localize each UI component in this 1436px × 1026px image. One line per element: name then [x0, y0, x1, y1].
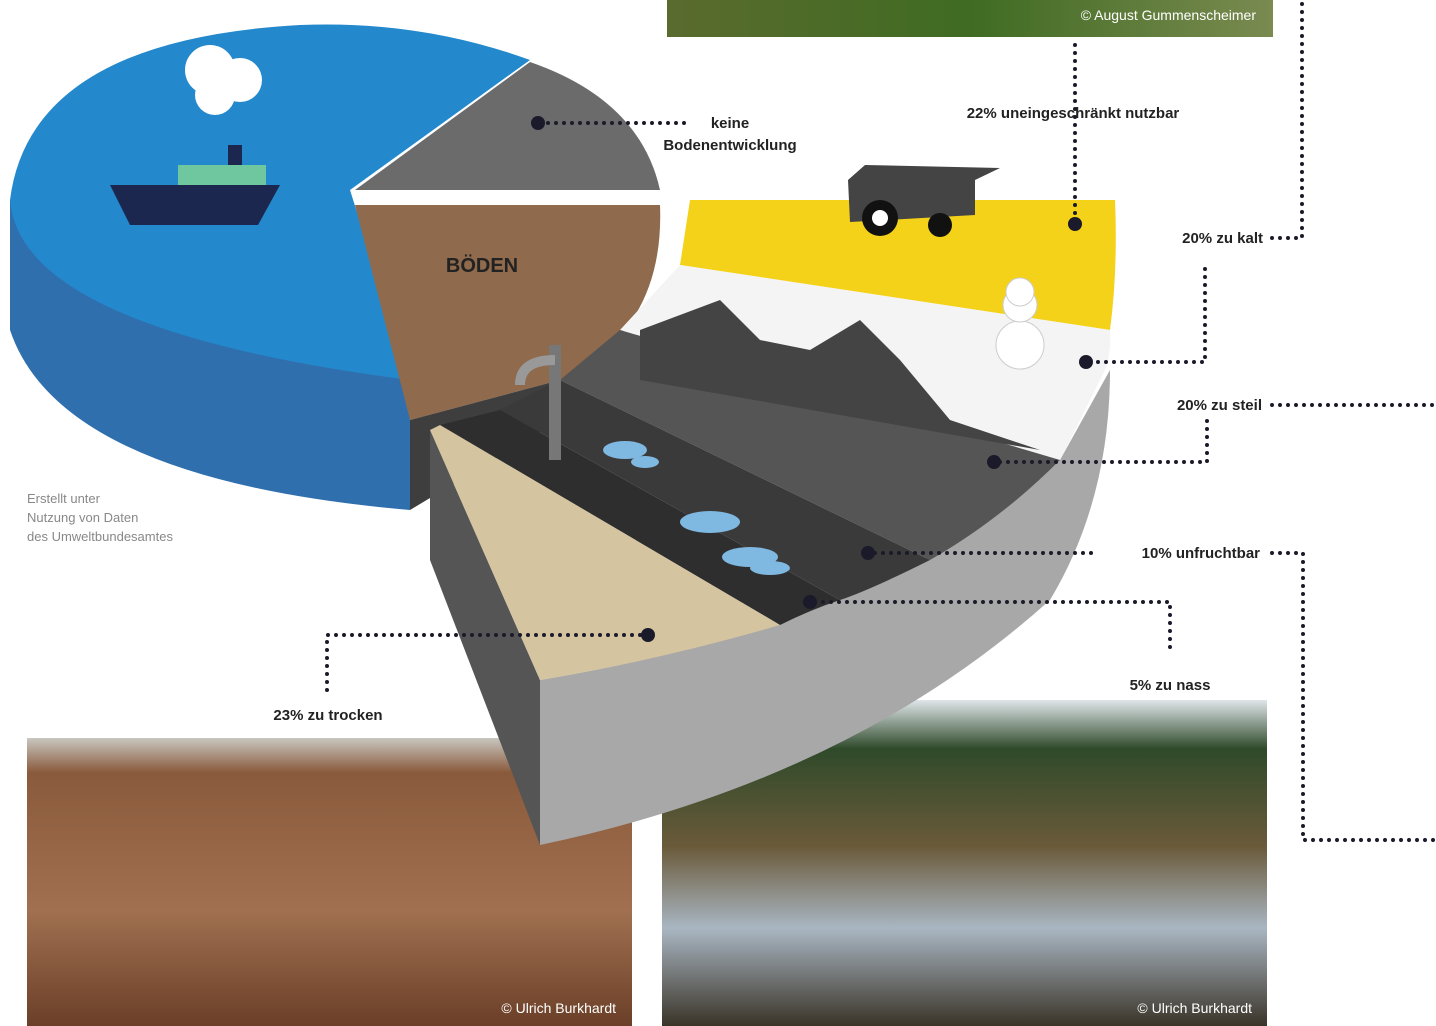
ship-icon	[110, 45, 280, 225]
segment-label: 22% uneingeschränkt nutzbar	[967, 105, 1180, 122]
slice-dry	[430, 425, 780, 680]
slice-wet	[440, 410, 840, 625]
segment-label: 23% zu trocken	[273, 707, 382, 724]
harvester	[848, 165, 1000, 237]
photo-credit: © Ulrich Burkhardt	[501, 1000, 616, 1016]
mountains	[640, 300, 1040, 450]
source-note: Erstellt unter	[27, 491, 101, 506]
slice-front	[430, 430, 540, 845]
source-note: des Umweltbundesamtes	[27, 529, 173, 544]
top-label: Bodenentwicklung	[663, 137, 796, 154]
segment-label: 20% zu steil	[1177, 397, 1262, 414]
snowman	[995, 277, 1045, 370]
photo-field	[667, 0, 1273, 37]
segment-label: 20% zu kalt	[1182, 230, 1263, 247]
top-label: keine	[711, 115, 749, 132]
center-label: BÖDEN	[446, 254, 518, 277]
pie-grey	[355, 62, 660, 190]
source-note: Nutzung von Daten	[27, 510, 138, 525]
leader-lines	[325, 0, 1436, 842]
photo-credit: © August Gummenscheimer	[1081, 7, 1257, 23]
tap-spout	[515, 355, 556, 386]
segment-label: 5% zu nass	[1130, 677, 1211, 694]
slice-dark	[500, 380, 930, 600]
puddles	[603, 441, 790, 575]
slices-side	[540, 370, 1110, 845]
segment-label: 10% unfruchtbar	[1142, 545, 1261, 562]
photo-credit: © Ulrich Burkhardt	[1137, 1000, 1252, 1016]
